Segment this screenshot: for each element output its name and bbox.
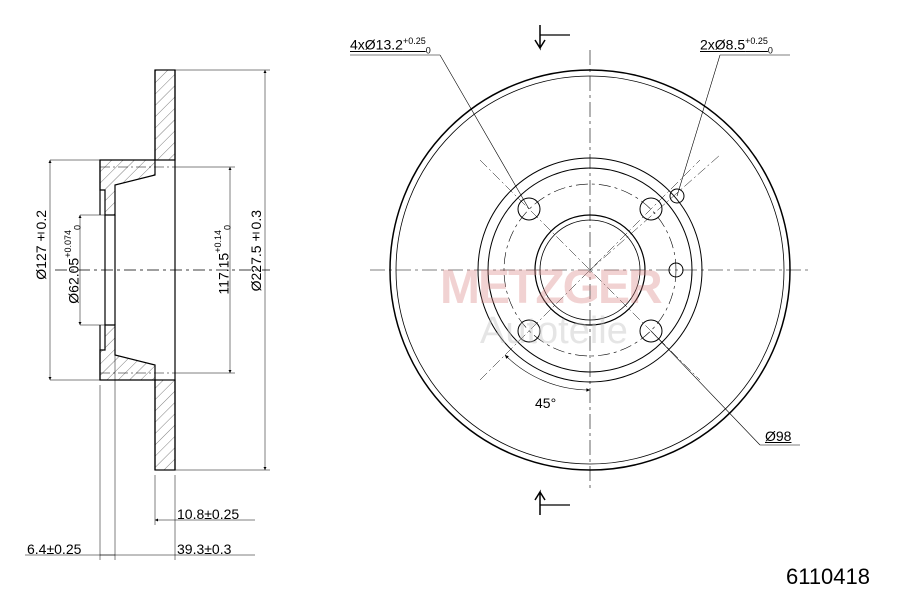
dim-bolt-holes-sub: 0 [426,45,431,55]
dim-bore: Ø62.05+0.0740 [63,225,82,304]
dim-loc-val: 2xØ8.5 [700,37,745,53]
side-view-group [25,70,270,560]
dim-offset: 39.3±0.3 [177,541,231,557]
dim-locator-holes: 2xØ8.5+0.250 [700,36,773,55]
dim-bolt-holes-sup: +0.25 [403,36,426,46]
dim-outer-hub: Ø127±0.2 [33,210,49,280]
dim-bore-sub: 0 [72,225,82,230]
dim-bolt-circle-dia: Ø98 [765,428,791,444]
dim-bc-sub: 0 [222,225,232,230]
part-number: 6110418 [786,564,870,590]
dim-bore-sup: +0.074 [63,230,73,258]
dim-edge: 6.4±0.25 [27,541,81,557]
dim-loc-sup: +0.25 [745,36,768,46]
dim-bore-val: Ø62.05 [66,258,82,304]
front-view-group [350,25,810,515]
dim-bolt-holes: 4xØ13.2+0.250 [350,36,431,55]
dim-bc-val: 117.15 [216,253,232,295]
dim-bolt-holes-val: 4xØ13.2 [350,37,403,53]
dim-thickness: 10.8±0.25 [177,506,239,522]
dim-angle-45: 45° [535,395,556,411]
dim-bc-sup: +0.14 [213,230,223,253]
dim-loc-sub: 0 [768,45,773,55]
dim-outer-dia: Ø227.5±0.3 [248,210,264,291]
dim-bolt-circle: 117.15+0.140 [213,225,232,295]
technical-drawing [0,0,900,600]
